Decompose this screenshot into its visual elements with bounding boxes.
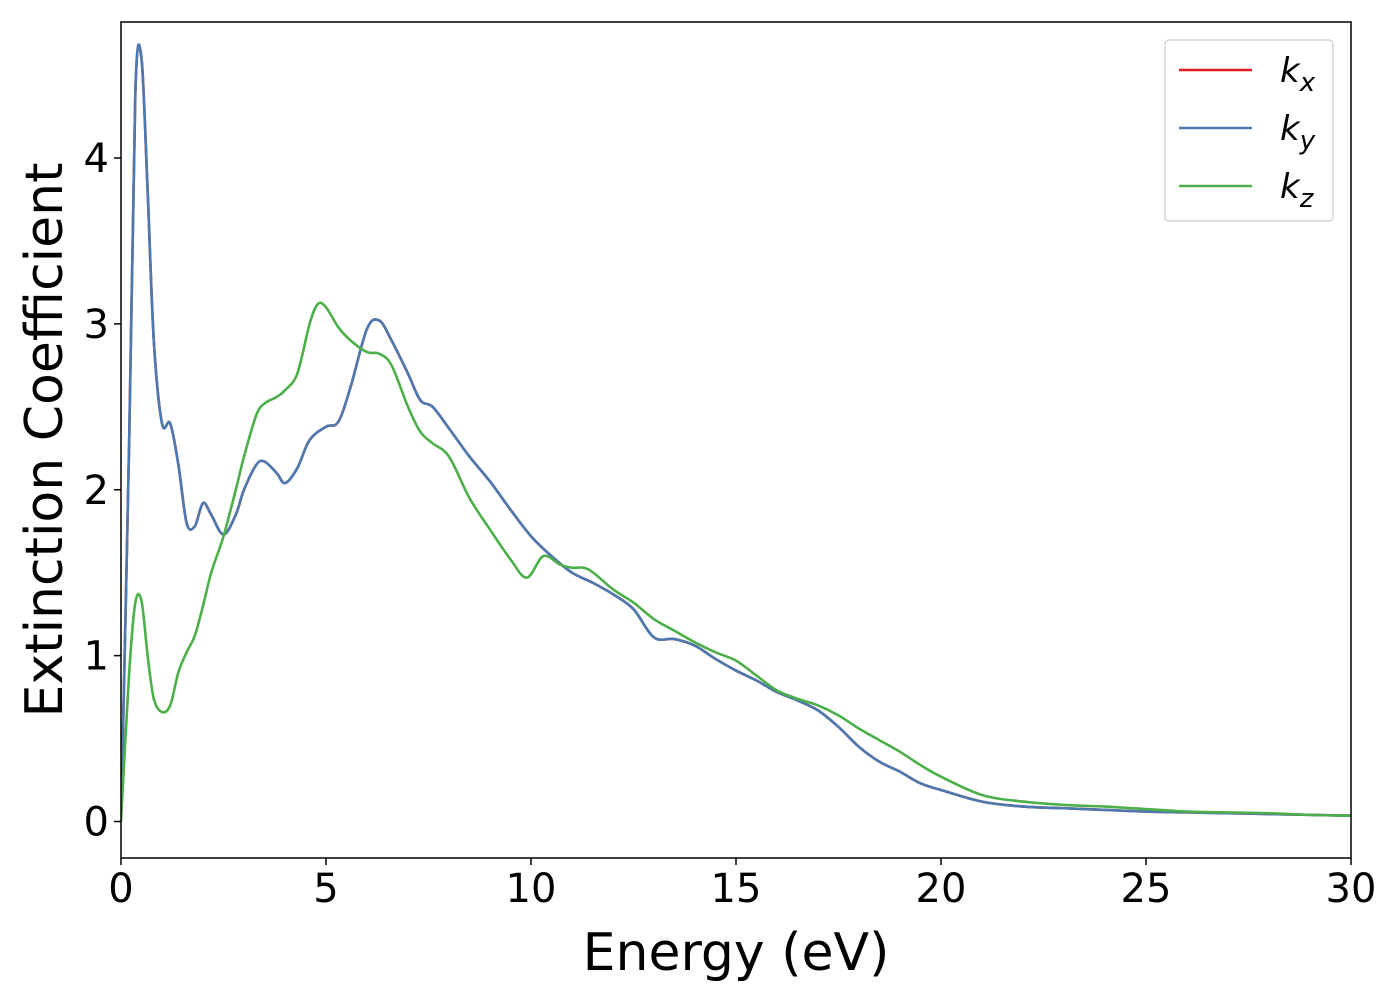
x-tick-label: 5 (313, 866, 338, 912)
plot-lines (121, 43, 1351, 822)
x-axis-title: Energy (eV) (583, 923, 890, 983)
legend-label: ky (1280, 109, 1316, 156)
x-tick-label: 10 (506, 866, 557, 912)
legend-label: kz (1280, 167, 1315, 214)
y-tick-label: 3 (84, 302, 109, 348)
x-tick-label: 20 (916, 866, 967, 912)
y-tick-label: 0 (84, 800, 109, 846)
y-axis: 0 1 2 3 4 (84, 136, 121, 846)
x-tick-label: 0 (108, 866, 133, 912)
series-line-y (121, 43, 1351, 822)
legend-box (1164, 39, 1334, 222)
series-line-z (121, 301, 1351, 822)
y-axis-title: Extinction Coefficient (15, 163, 75, 718)
y-tick-label: 2 (84, 468, 109, 514)
x-tick-label: 15 (711, 866, 762, 912)
y-tick-label: 1 (84, 634, 109, 680)
x-axis: 0 5 10 15 20 25 30 (108, 858, 1376, 912)
legend-label: kx (1280, 51, 1316, 98)
legend: kx ky kz (1164, 39, 1334, 222)
y-tick-label: 4 (84, 136, 109, 182)
x-tick-label: 30 (1326, 866, 1377, 912)
x-tick-label: 25 (1121, 866, 1172, 912)
